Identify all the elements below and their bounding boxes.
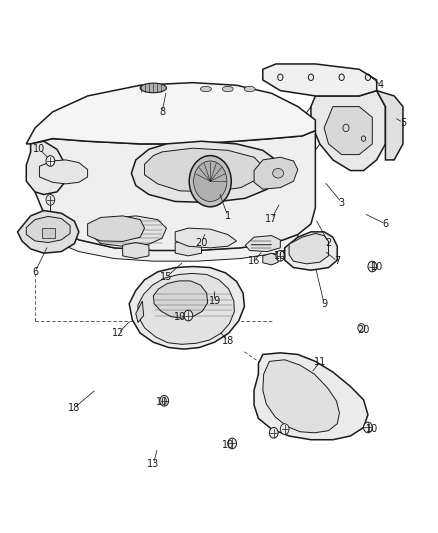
- Ellipse shape: [244, 86, 255, 92]
- Ellipse shape: [140, 83, 166, 93]
- Circle shape: [358, 324, 365, 332]
- Text: 6: 6: [32, 267, 38, 277]
- Text: 10: 10: [371, 262, 383, 271]
- Circle shape: [46, 156, 55, 166]
- Polygon shape: [138, 273, 234, 344]
- Text: 8: 8: [159, 107, 165, 117]
- Circle shape: [160, 395, 169, 406]
- Text: 6: 6: [382, 219, 389, 229]
- Ellipse shape: [223, 86, 233, 92]
- Polygon shape: [88, 216, 145, 241]
- Circle shape: [194, 161, 227, 201]
- Text: 20: 20: [195, 238, 208, 247]
- Polygon shape: [311, 91, 385, 171]
- Text: 12: 12: [112, 328, 124, 338]
- Polygon shape: [289, 233, 328, 264]
- Polygon shape: [175, 228, 237, 248]
- Ellipse shape: [272, 168, 284, 178]
- Polygon shape: [123, 243, 149, 259]
- Polygon shape: [31, 131, 315, 251]
- Text: 4: 4: [378, 80, 384, 90]
- Text: 11: 11: [314, 358, 326, 367]
- Circle shape: [269, 427, 278, 438]
- Text: 17: 17: [265, 214, 278, 223]
- Polygon shape: [39, 160, 88, 184]
- Text: 9: 9: [321, 299, 327, 309]
- Circle shape: [228, 438, 237, 449]
- Polygon shape: [145, 148, 263, 192]
- Bar: [42, 228, 55, 238]
- Polygon shape: [245, 236, 280, 252]
- Circle shape: [184, 310, 193, 321]
- Polygon shape: [26, 83, 315, 144]
- Circle shape: [364, 422, 372, 433]
- Polygon shape: [26, 216, 70, 243]
- Text: 18: 18: [68, 403, 81, 413]
- Text: 20: 20: [357, 326, 370, 335]
- Text: 19: 19: [208, 296, 221, 306]
- Text: 10: 10: [274, 251, 286, 261]
- Polygon shape: [377, 91, 403, 160]
- Polygon shape: [263, 64, 377, 96]
- Text: 10: 10: [366, 424, 378, 434]
- Text: 15: 15: [160, 272, 173, 282]
- Text: 13: 13: [147, 459, 159, 469]
- Text: 10: 10: [173, 312, 186, 322]
- Polygon shape: [254, 157, 298, 189]
- Polygon shape: [153, 281, 208, 318]
- Ellipse shape: [200, 86, 211, 92]
- Polygon shape: [254, 353, 368, 440]
- Text: 10: 10: [33, 144, 46, 154]
- Polygon shape: [26, 141, 66, 195]
- Text: 10: 10: [222, 440, 234, 450]
- Polygon shape: [263, 253, 278, 265]
- Polygon shape: [131, 141, 276, 203]
- Polygon shape: [136, 301, 144, 322]
- Polygon shape: [263, 360, 339, 433]
- Polygon shape: [44, 213, 298, 261]
- Text: 1: 1: [225, 211, 231, 221]
- Text: 2: 2: [325, 238, 332, 247]
- Polygon shape: [92, 216, 166, 246]
- Polygon shape: [18, 211, 79, 253]
- Text: 3: 3: [339, 198, 345, 207]
- Text: 18: 18: [222, 336, 234, 346]
- Polygon shape: [129, 266, 244, 349]
- Text: 7: 7: [334, 256, 340, 266]
- Circle shape: [276, 251, 285, 261]
- Polygon shape: [285, 232, 337, 270]
- Circle shape: [46, 195, 55, 205]
- Circle shape: [189, 156, 231, 207]
- Circle shape: [280, 424, 289, 434]
- Polygon shape: [324, 107, 372, 155]
- Polygon shape: [175, 240, 201, 256]
- Text: 10: 10: [156, 398, 168, 407]
- Circle shape: [368, 261, 377, 272]
- Text: 16: 16: [248, 256, 260, 266]
- Text: 5: 5: [400, 118, 406, 127]
